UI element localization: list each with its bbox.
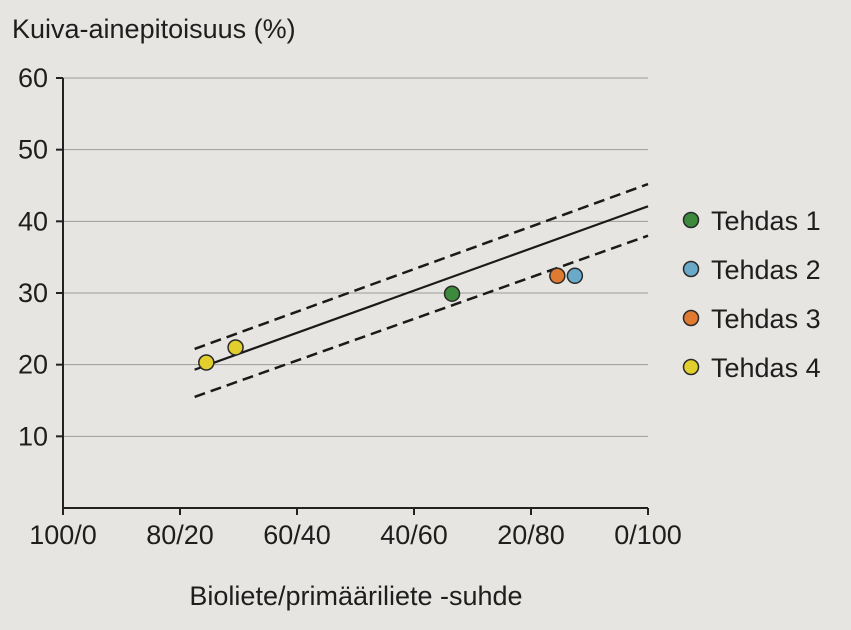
data-point [227, 339, 244, 356]
legend-marker [682, 211, 700, 229]
x-tick-label: 100/0 [29, 520, 97, 550]
trend-lines [194, 182, 649, 399]
legend-marker [682, 309, 700, 327]
y-tick-label: 40 [18, 206, 48, 236]
x-ticks: 100/0 80/20 60/40 40/60 20/80 0/100 [29, 508, 682, 550]
legend-label: Tehdas 3 [711, 304, 821, 334]
data-point [566, 267, 584, 285]
legend-label: Tehdas 4 [711, 353, 821, 383]
legend: Tehdas 1 Tehdas 2 Tehdas 3 Tehdas 4 [682, 206, 821, 383]
y-axis-title: Kuiva-ainepitoisuus (%) [12, 14, 296, 44]
x-tick-label: 0/100 [614, 520, 682, 550]
data-points [198, 267, 584, 371]
legend-label: Tehdas 2 [711, 255, 821, 285]
x-tick-label: 80/20 [146, 520, 214, 550]
y-tick-label: 10 [18, 421, 48, 451]
data-point [443, 285, 461, 302]
y-tick-label: 60 [18, 63, 48, 93]
x-axis-title: Bioliete/primääriliete -suhde [189, 581, 522, 611]
data-point [198, 354, 215, 371]
x-tick-label: 60/40 [263, 520, 331, 550]
dashed-line [194, 234, 649, 399]
y-tick-label: 20 [18, 350, 48, 380]
legend-label: Tehdas 1 [711, 206, 821, 236]
x-tick-label: 40/60 [380, 520, 448, 550]
grid [63, 77, 648, 437]
data-point [549, 267, 566, 285]
dashed-line [194, 182, 649, 351]
trend-line [194, 205, 649, 371]
x-tick-label: 20/80 [497, 520, 565, 550]
y-ticks: 10 20 30 40 50 60 [18, 63, 63, 451]
y-tick-label: 50 [18, 135, 48, 165]
legend-marker [682, 260, 700, 278]
legend-marker [682, 358, 700, 376]
y-tick-label: 30 [18, 278, 48, 308]
